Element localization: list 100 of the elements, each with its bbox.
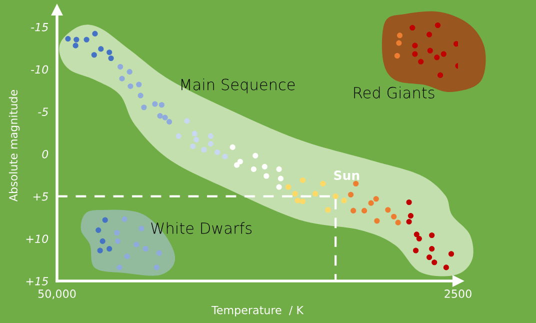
point xyxy=(396,40,402,46)
annotation: White Dwarfs xyxy=(151,222,252,234)
point xyxy=(84,36,90,42)
point xyxy=(294,198,300,204)
point xyxy=(262,164,268,170)
point xyxy=(443,264,449,270)
point xyxy=(406,199,412,206)
point xyxy=(429,232,435,238)
point xyxy=(91,52,97,58)
point xyxy=(142,246,148,252)
point xyxy=(166,119,172,125)
point xyxy=(320,180,326,186)
point xyxy=(122,216,128,222)
point xyxy=(416,236,422,242)
y-tick-label: -10 xyxy=(31,65,48,74)
point xyxy=(138,92,144,98)
x-tick-label: 2500 xyxy=(444,290,472,298)
point xyxy=(395,220,401,226)
point xyxy=(136,82,142,88)
point xyxy=(454,41,458,47)
point xyxy=(276,184,282,190)
point xyxy=(106,50,112,56)
point xyxy=(292,190,298,197)
point xyxy=(414,232,420,238)
point xyxy=(201,146,207,153)
point xyxy=(92,30,98,36)
point xyxy=(410,25,416,31)
point xyxy=(184,118,190,124)
y-tick-label: +5 xyxy=(33,192,48,201)
point xyxy=(332,194,338,200)
point xyxy=(264,173,270,179)
point xyxy=(448,251,454,257)
point xyxy=(114,230,120,236)
point xyxy=(134,242,140,248)
point xyxy=(152,101,158,107)
y-tick-label: -15 xyxy=(31,23,48,32)
y-tick-label: +10 xyxy=(26,234,48,244)
point xyxy=(396,32,403,38)
point xyxy=(102,217,108,223)
point xyxy=(368,200,374,206)
point xyxy=(434,22,441,28)
point xyxy=(176,133,182,139)
point xyxy=(432,260,438,266)
point xyxy=(412,42,418,48)
point xyxy=(124,254,130,260)
point xyxy=(237,158,243,164)
annotation: Main Sequence xyxy=(182,78,295,94)
point xyxy=(119,76,125,82)
point xyxy=(325,207,331,213)
point xyxy=(348,192,354,198)
point xyxy=(341,198,347,204)
point xyxy=(250,166,256,172)
point xyxy=(65,36,71,42)
point xyxy=(437,72,444,78)
annotation: Red Giants xyxy=(354,86,434,98)
point xyxy=(190,144,196,150)
annotation: Sun xyxy=(334,170,360,180)
point xyxy=(312,190,318,197)
point xyxy=(385,207,391,213)
y-axis-title: Absolute magnitude xyxy=(8,90,20,202)
point xyxy=(128,83,134,89)
point xyxy=(141,104,147,110)
point xyxy=(391,214,397,220)
point xyxy=(300,198,306,204)
y-tick-label: +15 xyxy=(26,277,48,286)
y-tick-label: -5 xyxy=(38,108,48,116)
point xyxy=(138,226,144,232)
point xyxy=(214,149,220,156)
point xyxy=(394,52,400,59)
point xyxy=(106,246,112,252)
point xyxy=(406,218,412,224)
point xyxy=(429,246,435,252)
point xyxy=(230,144,236,150)
point xyxy=(426,32,432,38)
point xyxy=(156,250,162,256)
x-axis-title: Temperature / K xyxy=(211,306,304,316)
point xyxy=(100,238,106,244)
point xyxy=(72,42,78,48)
point xyxy=(108,55,114,62)
point xyxy=(154,264,160,270)
point xyxy=(300,177,306,183)
point xyxy=(278,176,284,182)
point xyxy=(350,208,356,214)
point xyxy=(162,114,168,120)
point xyxy=(208,133,214,139)
point xyxy=(434,54,440,60)
point xyxy=(97,248,103,254)
point xyxy=(276,166,282,172)
point xyxy=(115,238,121,244)
point xyxy=(234,162,240,168)
point xyxy=(286,184,292,190)
x-tick-label: 50,000 xyxy=(38,290,76,300)
point xyxy=(192,130,198,136)
point xyxy=(373,196,379,202)
point xyxy=(96,227,102,233)
point xyxy=(116,264,122,270)
point xyxy=(126,69,132,75)
point xyxy=(413,248,419,254)
point xyxy=(426,254,432,260)
point xyxy=(412,51,418,57)
